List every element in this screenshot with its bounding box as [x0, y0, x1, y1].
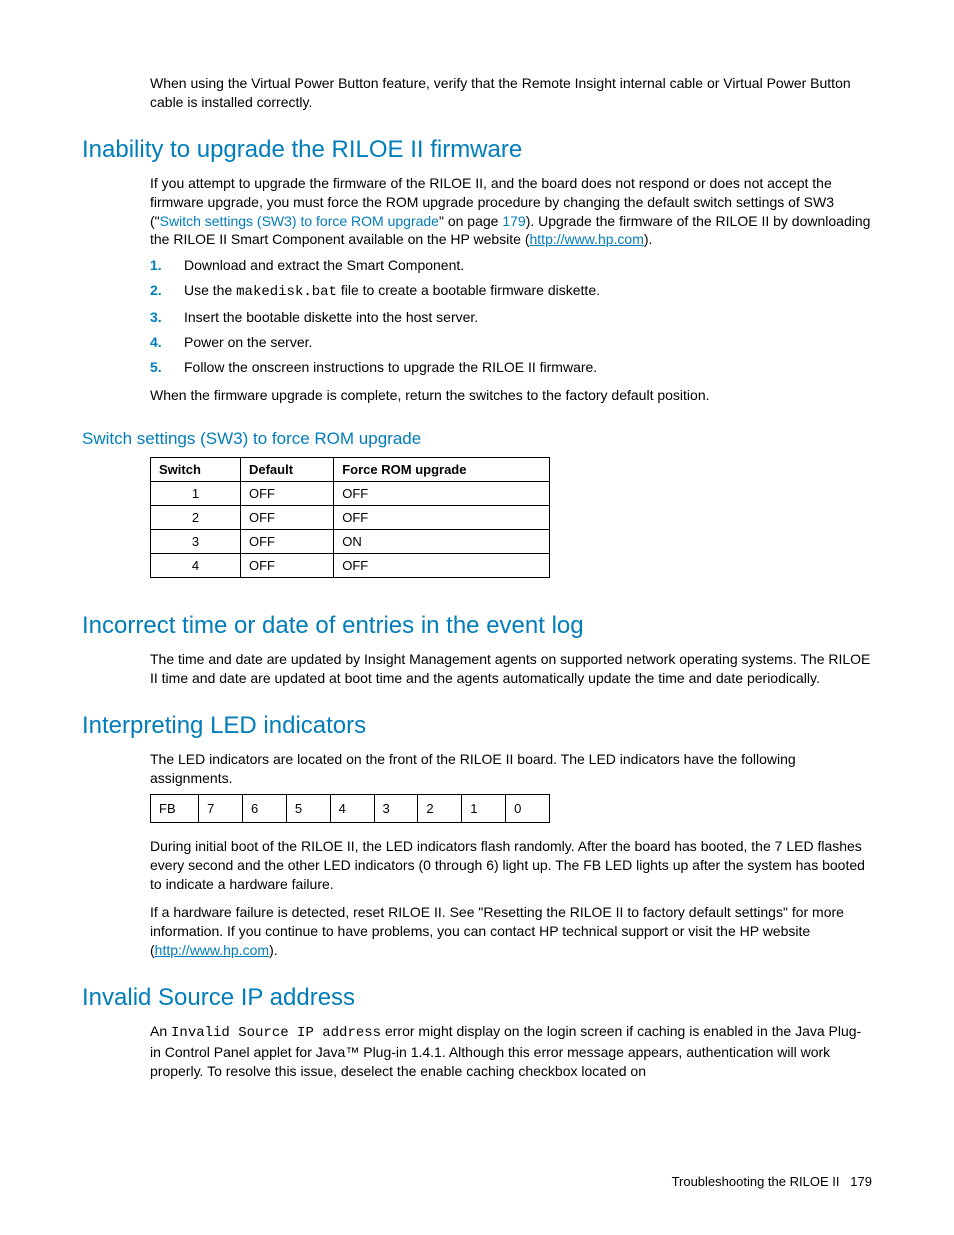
xref-switch-settings[interactable]: Switch settings (SW3) to force ROM upgra…: [160, 213, 439, 229]
switch-cell: OFF: [240, 482, 333, 506]
switch-cell: OFF: [334, 554, 550, 578]
hp-link-1[interactable]: http://www.hp.com: [530, 231, 644, 247]
heading-switch-settings: Switch settings (SW3) to force ROM upgra…: [82, 429, 872, 449]
incorrect-section: The time and date are updated by Insight…: [150, 650, 872, 688]
led-paragraph-3: If a hardware failure is detected, reset…: [150, 903, 872, 960]
step-number: 2.: [150, 280, 162, 301]
step-item: 3. Insert the bootable diskette into the …: [150, 307, 872, 328]
switch-table: SwitchDefaultForce ROM upgrade1OFFOFF2OF…: [150, 457, 550, 578]
step-text: Insert the bootable diskette into the ho…: [184, 309, 478, 325]
led-cell: 7: [199, 794, 243, 822]
step-text: Follow the onscreen instructions to upgr…: [184, 359, 597, 375]
switch-cell: 3: [151, 530, 241, 554]
xref-page-number[interactable]: 179: [502, 213, 525, 229]
page-footer: Troubleshooting the RILOE II 179: [672, 1174, 872, 1189]
incorrect-paragraph: The time and date are updated by Insight…: [150, 650, 872, 688]
heading-inability: Inability to upgrade the RILOE II firmwa…: [82, 136, 872, 164]
led-cell: 0: [506, 794, 550, 822]
led-cell: 2: [418, 794, 462, 822]
switch-header: Default: [240, 458, 333, 482]
switch-cell: OFF: [240, 530, 333, 554]
footer-section-title: Troubleshooting the RILOE II: [672, 1174, 840, 1189]
step-code: makedisk.bat: [236, 284, 337, 300]
after-steps-paragraph: When the firmware upgrade is complete, r…: [150, 386, 872, 405]
intro-paragraph: When using the Virtual Power Button feat…: [150, 74, 872, 112]
heading-incorrect-time: Incorrect time or date of entries in the…: [82, 612, 872, 640]
led-cell: 1: [462, 794, 506, 822]
step-text: Download and extract the Smart Component…: [184, 257, 464, 273]
step-item: 1. Download and extract the Smart Compone…: [150, 255, 872, 276]
hp-link-2[interactable]: http://www.hp.com: [155, 942, 269, 958]
switch-cell: OFF: [240, 506, 333, 530]
step-number: 1.: [150, 255, 162, 276]
page: When using the Virtual Power Button feat…: [0, 0, 954, 1235]
led-section: The LED indicators are located on the fr…: [150, 750, 872, 960]
switch-cell: 2: [151, 506, 241, 530]
invalid-paragraph: An Invalid Source IP address error might…: [150, 1022, 872, 1081]
step-number: 5.: [150, 357, 162, 378]
inability-section: If you attempt to upgrade the firmware o…: [150, 174, 872, 405]
heading-led: Interpreting LED indicators: [82, 712, 872, 740]
intro-block: When using the Virtual Power Button feat…: [150, 74, 872, 112]
step-item: 2.Use the makedisk.bat file to create a …: [150, 280, 872, 303]
led-cell: 5: [286, 794, 330, 822]
led-cell: 4: [330, 794, 374, 822]
invalid-section: An Invalid Source IP address error might…: [150, 1022, 872, 1081]
led-intro-paragraph: The LED indicators are located on the fr…: [150, 750, 872, 788]
footer-page-number: 179: [850, 1174, 872, 1189]
switch-cell: 4: [151, 554, 241, 578]
switch-cell: OFF: [334, 482, 550, 506]
steps-list: 1. Download and extract the Smart Compone…: [150, 255, 872, 378]
inability-paragraph: If you attempt to upgrade the firmware o…: [150, 174, 872, 250]
switch-cell: ON: [334, 530, 550, 554]
step-number: 3.: [150, 307, 162, 328]
switch-cell: OFF: [334, 506, 550, 530]
led-cell: 6: [242, 794, 286, 822]
step-item: 5. Follow the onscreen instructions to up…: [150, 357, 872, 378]
switch-header: Switch: [151, 458, 241, 482]
step-item: 4. Power on the server.: [150, 332, 872, 353]
switch-section: SwitchDefaultForce ROM upgrade1OFFOFF2OF…: [150, 457, 872, 578]
led-cell: FB: [151, 794, 199, 822]
led-table: FB76543210: [150, 794, 550, 823]
switch-cell: 1: [151, 482, 241, 506]
step-number: 4.: [150, 332, 162, 353]
led-cell: 3: [374, 794, 418, 822]
led-paragraph-2: During initial boot of the RILOE II, the…: [150, 837, 872, 894]
switch-cell: OFF: [240, 554, 333, 578]
heading-invalid-ip: Invalid Source IP address: [82, 984, 872, 1012]
invalid-error-code: Invalid Source IP address: [171, 1025, 381, 1041]
step-text: Power on the server.: [184, 334, 312, 350]
switch-header: Force ROM upgrade: [334, 458, 550, 482]
